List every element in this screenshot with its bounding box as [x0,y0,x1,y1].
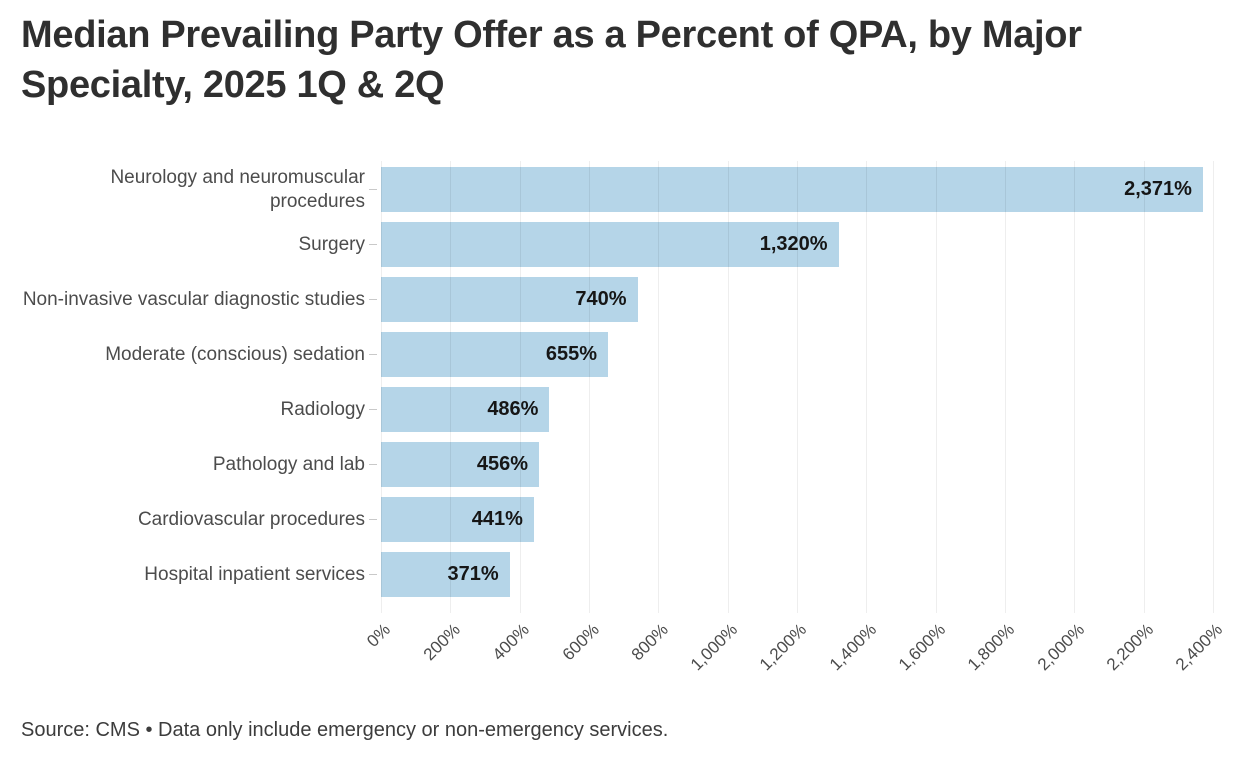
y-tick-cell [365,464,381,465]
bar: 371% [381,552,510,597]
bar: 456% [381,442,540,487]
bar-value-label: 655% [545,343,598,365]
bar: 655% [381,332,609,377]
category-label: Radiology [280,398,366,420]
category-label: Pathology and lab [212,453,365,475]
y-tick-mark [369,244,377,245]
x-tick-label-text: 0% [363,620,395,651]
bar-track: 740% [381,277,1213,322]
y-tick-mark [369,409,377,410]
bar-value-label: 2,371% [1124,178,1192,200]
bar-value-label: 456% [476,453,529,475]
y-tick-mark [369,519,377,520]
gridline [1213,161,1214,613]
chart-row: Moderate (conscious) sedation 655% [21,327,1213,382]
x-tick-label-text: 1,600% [894,620,950,675]
bar: 2,371% [381,167,1203,212]
y-tick-mark [369,189,377,190]
category-label: Neurology and neuromuscular procedures [110,167,365,212]
bar-track: 456% [381,442,1213,487]
bar-track: 1,320% [381,222,1213,267]
bar-track: 2,371% [381,167,1213,212]
chart-row: Radiology 486% [21,382,1213,437]
bar-rows: Neurology and neuromuscular procedures 2,… [21,162,1213,602]
chart-row: Neurology and neuromuscular procedures 2,… [21,162,1213,217]
bar: 486% [381,387,550,432]
y-tick-cell [365,244,381,245]
chart-title: Median Prevailing Party Offer as a Perce… [21,14,1082,107]
bar-value-label: 740% [575,288,627,310]
bar-track: 486% [381,387,1213,432]
x-tick-label-text: 400% [488,620,534,665]
chart-row: Pathology and lab 456% [21,437,1213,492]
bar-value-label: 441% [471,508,523,530]
y-tick-cell [365,189,381,190]
source-note: Source: CMS • Data only include emergenc… [21,719,669,741]
x-tick-label-text: 1,400% [825,620,880,675]
x-tick-label-text: 2,400% [1172,620,1227,675]
y-tick-cell [365,354,381,355]
y-tick-cell [365,574,381,575]
y-tick-cell [365,409,381,410]
chart-row: Hospital inpatient services 371% [21,547,1213,602]
bar-track: 655% [381,332,1213,377]
bar-value-label: 486% [487,398,539,420]
y-tick-mark [369,299,377,300]
y-tick-mark [369,464,377,465]
chart-row: Cardiovascular procedures 441% [21,492,1213,547]
bar: 740% [381,277,638,322]
y-tick-cell [365,299,381,300]
bar-track: 371% [381,552,1213,597]
x-tick-label-text: 2,000% [1033,620,1088,675]
category-label: Moderate (conscious) sedation [105,343,365,365]
category-label: Cardiovascular procedures [137,508,365,530]
bar-track: 441% [381,497,1213,542]
chart-row: Surgery 1,320% [21,217,1213,272]
y-tick-mark [369,354,377,355]
bar: 441% [381,497,534,542]
x-tick-label-text: 600% [558,620,603,665]
x-tick-label-text: 1,200% [756,620,811,675]
x-tick-label-text: 200% [419,620,464,665]
x-tick-label-text: 2,200% [1102,620,1158,675]
bar-value-label: 371% [447,563,499,585]
bar-value-label: 1,320% [759,233,828,255]
bar: 1,320% [381,222,839,267]
y-tick-mark [369,574,377,575]
x-tick-label-text: 1,000% [686,620,742,675]
category-label: Hospital inpatient services [144,563,365,585]
x-axis-tick-labels: 0% 200% 400% 600% 800% 1,000% 1,200% 1,400% 1,60… [364,620,1227,710]
x-tick-label-text: 800% [627,620,672,665]
category-label: Surgery [298,233,365,255]
x-tick-label-text: 1,800% [964,620,1019,675]
chart-row: Non-invasive vascular diagnostic studies… [21,272,1213,327]
y-tick-cell [365,519,381,520]
category-label: Non-invasive vascular diagnostic studies [22,288,365,310]
